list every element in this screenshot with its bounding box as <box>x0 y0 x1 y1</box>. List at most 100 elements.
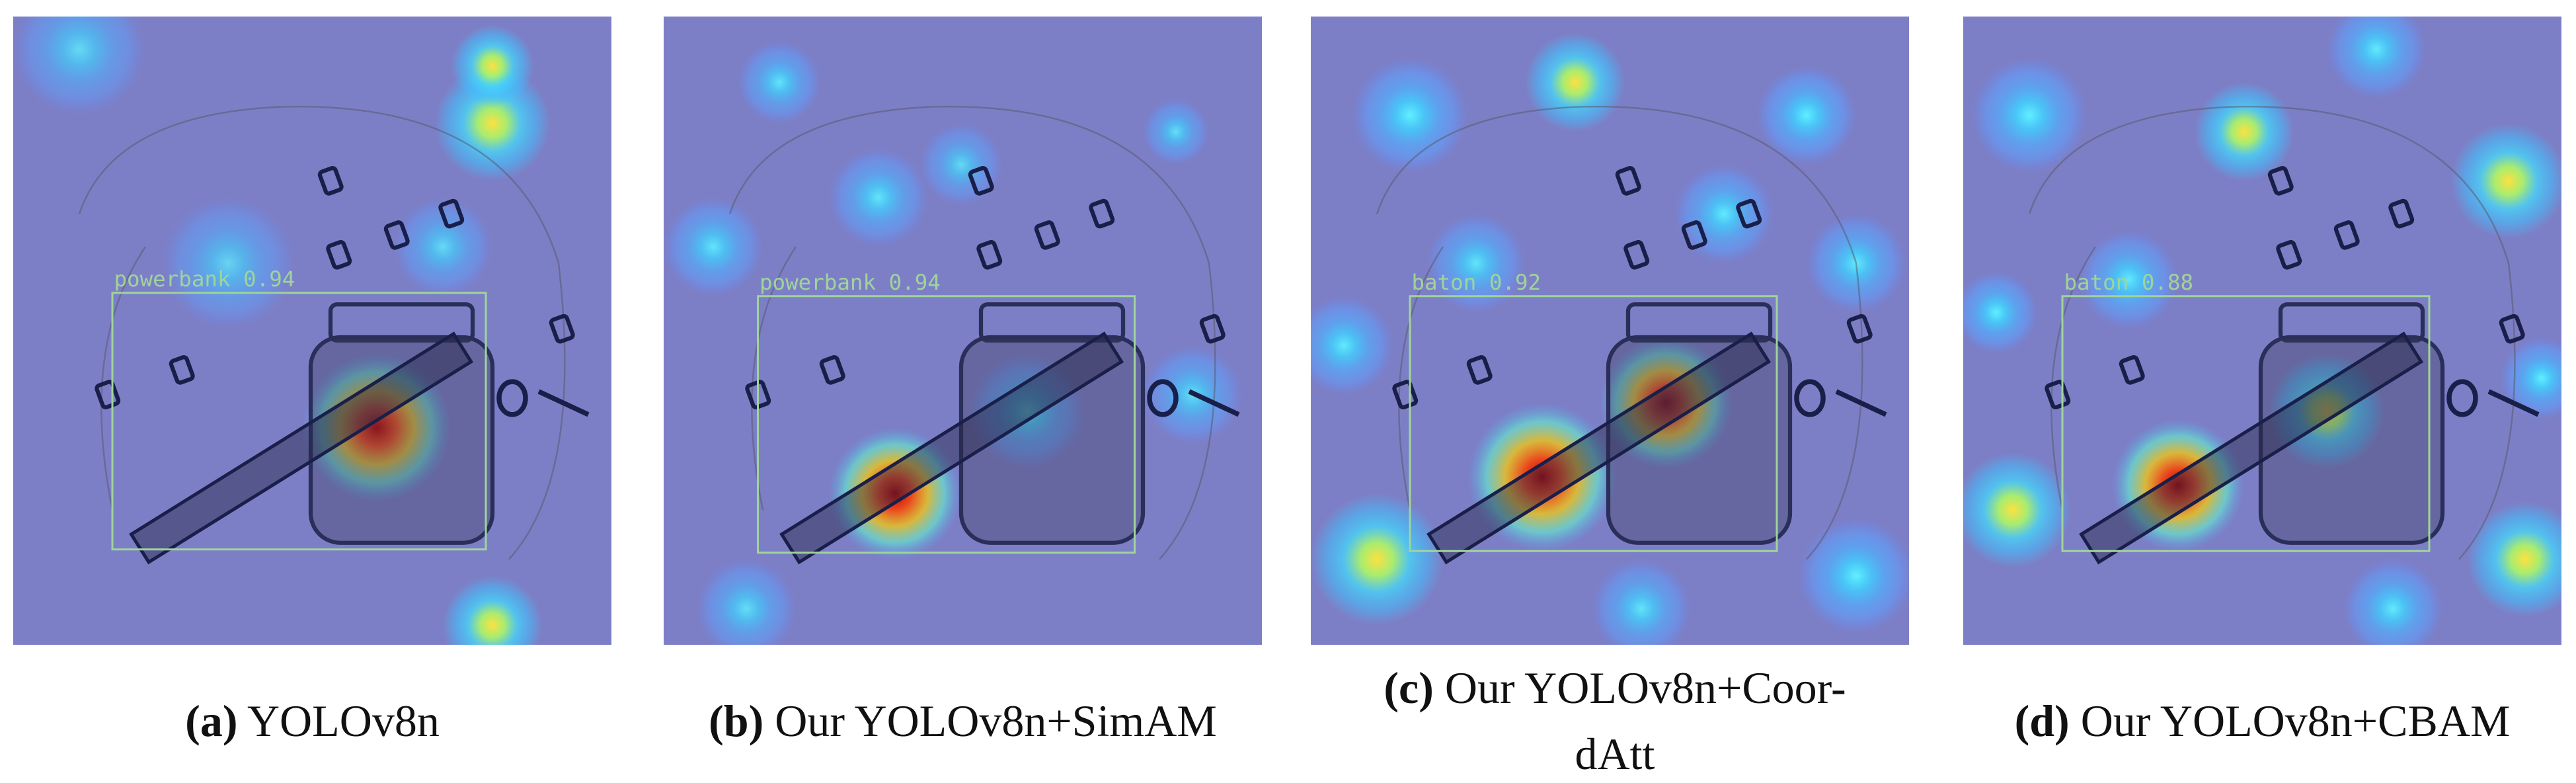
jar-handle <box>2446 379 2478 417</box>
detection-box <box>1409 295 1778 552</box>
item <box>2267 166 2294 196</box>
strap <box>537 389 590 417</box>
item <box>2119 355 2145 385</box>
item <box>745 380 771 409</box>
heat-blob <box>1757 65 1856 165</box>
bag-outline <box>1376 105 1863 560</box>
heat-blob <box>2343 559 2442 645</box>
jar-lid <box>2278 302 2425 343</box>
heat-blob <box>1143 99 1209 165</box>
heat-blob <box>443 575 542 645</box>
caption-letter: (b) <box>709 696 764 746</box>
detection-box <box>111 292 487 551</box>
item <box>1846 313 1873 344</box>
item <box>2499 313 2525 344</box>
heat-blob <box>697 559 796 645</box>
heat-blob <box>1971 58 2088 173</box>
item <box>326 239 352 270</box>
jar-body <box>308 335 495 545</box>
heatmap-image: baton 0.92 <box>1311 17 1909 645</box>
detection-box <box>2061 295 2431 552</box>
heat-blob <box>1426 214 1526 313</box>
heat-blob <box>1963 271 2038 354</box>
baton <box>1426 331 1772 565</box>
item <box>976 239 1003 270</box>
detection-label: powerbank 0.94 <box>114 267 295 292</box>
item <box>438 198 465 229</box>
bag-outline <box>78 105 566 560</box>
item <box>1623 239 1650 270</box>
item <box>549 313 575 344</box>
heat-blob <box>1311 493 1443 626</box>
heat-blob <box>919 123 1003 206</box>
jar-lid <box>978 302 1126 343</box>
item <box>1089 198 1115 229</box>
heat-blob <box>2500 337 2561 420</box>
jar-handle <box>496 379 528 417</box>
heat-blob <box>1674 164 1774 264</box>
caption-letter: (c) <box>1384 663 1434 713</box>
caption-text: YOLOv8n <box>247 696 440 746</box>
item <box>169 355 195 385</box>
item <box>2388 198 2415 229</box>
heat-blob <box>829 427 961 559</box>
panel: baton 0.92 (c) Our YOLOv8n+Coor-dAtt <box>1311 0 1909 783</box>
panel: powerbank 0.94 (a) YOLOv8n <box>13 0 611 783</box>
caption-letter: (a) <box>185 696 238 746</box>
strap <box>1188 389 1240 417</box>
heat-blob <box>1798 518 1909 634</box>
baton <box>2079 331 2424 565</box>
heat-blob <box>1311 296 1393 395</box>
heat-blob <box>13 17 145 116</box>
heat-blob <box>393 197 492 296</box>
caption-text: Our YOLOv8n+Coor-dAtt <box>1444 663 1846 779</box>
item <box>1034 220 1060 250</box>
heat-blob <box>1352 58 1468 173</box>
heatmap-image: powerbank 0.94 <box>13 17 611 645</box>
item <box>968 166 994 196</box>
item <box>1736 198 1762 229</box>
heat-blob <box>2195 82 2294 181</box>
caption: (c) Our YOLOv8n+Coor-dAtt <box>1350 655 1879 783</box>
panel: baton 0.88 (d) Our YOLOv8n+CBAM <box>1963 0 2561 783</box>
jar-body <box>2258 335 2445 545</box>
heat-blob <box>1600 337 1733 469</box>
bag-outline <box>728 105 1216 560</box>
heat-blob <box>1592 559 1691 645</box>
caption: (a) YOLOv8n <box>13 688 611 754</box>
heat-blob <box>1963 452 2071 568</box>
caption: (b) Our YOLOv8n+SimAM <box>664 688 1262 754</box>
heat-blob <box>451 24 534 107</box>
baton <box>129 331 474 565</box>
item <box>819 355 845 385</box>
heat-blob <box>1526 32 1625 132</box>
heatmap-image: baton 0.88 <box>1963 17 2561 645</box>
jar-lid <box>328 302 475 343</box>
detection-label: baton 0.88 <box>2064 270 2194 295</box>
item <box>2333 220 2360 250</box>
item <box>1681 220 1707 250</box>
heat-blob <box>2450 123 2561 239</box>
item <box>1615 166 1641 196</box>
heat-blob <box>302 353 451 502</box>
caption-text: Our YOLOv8n+SimAM <box>775 696 1217 746</box>
item <box>1199 313 1226 344</box>
caption-text: Our YOLOv8n+CBAM <box>2080 696 2511 746</box>
detection-label: powerbank 0.94 <box>760 270 941 295</box>
item <box>2276 239 2302 270</box>
item <box>383 220 410 250</box>
item <box>1466 355 1493 385</box>
heatmap-image: powerbank 0.94 <box>664 17 1262 645</box>
jar-lid <box>1625 302 1773 343</box>
baton <box>779 331 1124 565</box>
strap <box>1835 389 1887 417</box>
heat-blob <box>829 147 928 247</box>
item <box>317 166 344 196</box>
heat-blob <box>2079 230 2178 329</box>
heat-blob <box>2467 501 2561 617</box>
jar-body <box>1606 335 1793 545</box>
detection-label: baton 0.92 <box>1412 270 1542 295</box>
jar-handle <box>1794 379 1826 417</box>
detection-box <box>757 295 1136 554</box>
